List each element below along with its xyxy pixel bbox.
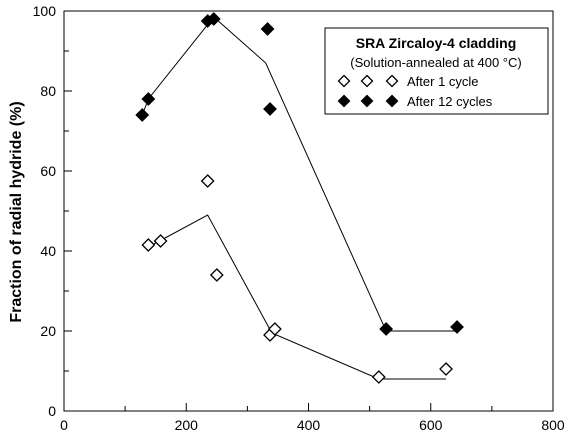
axis-ticks [63,10,554,412]
data-point [135,108,150,122]
data-point [200,174,215,188]
data-point [141,92,156,106]
x-tick-label: 800 [541,417,565,433]
data-point [153,234,168,248]
data-point [439,362,453,376]
y-tick-label: 0 [48,403,56,419]
x-tick-label: 400 [297,417,321,433]
data-point [379,322,394,336]
trend-line [148,214,447,380]
x-tick-label: 200 [175,417,199,433]
legend-marker [385,94,399,108]
x-tick-label: 0 [60,417,68,433]
legend-marker [385,74,399,88]
legend-entry-label: After 1 cycle [407,74,479,89]
y-axis-label: Fraction of radial hydride (%) [8,101,25,322]
data-point [263,102,277,116]
data-point [267,322,282,336]
legend-marker [360,74,374,88]
legend: SRA Zircaloy-4 cladding (Solution-anneal… [324,27,549,115]
data-point [260,22,275,36]
legend-title: SRA Zircaloy-4 cladding [356,35,517,51]
y-tick-label: 80 [40,83,56,99]
data-point [206,12,221,26]
data-markers [135,12,464,384]
legend-entries: After 1 cycle After 12 cycles [337,74,493,109]
legend-marker [337,94,351,108]
legend-marker [360,94,374,108]
legend-subtitle: (Solution-annealed at 400 °C) [350,55,521,70]
data-point [209,268,224,282]
y-tick-label: 20 [40,323,56,339]
data-point [371,370,386,384]
y-tick-label: 100 [33,3,57,19]
legend-entry-label: After 12 cycles [407,94,493,109]
legend-marker [337,74,351,88]
data-point [141,238,156,252]
data-point [450,320,464,334]
axis-tick-labels: 0 200 400 600 800 0 20 40 60 80 100 [33,3,565,433]
y-tick-label: 60 [40,163,56,179]
y-tick-label: 40 [40,243,56,259]
x-tick-label: 600 [419,417,443,433]
